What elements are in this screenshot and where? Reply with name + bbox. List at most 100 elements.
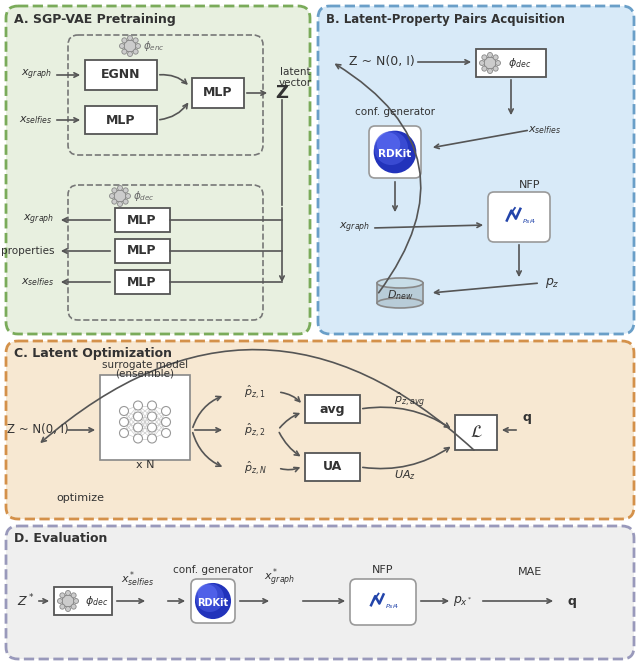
FancyBboxPatch shape (85, 60, 157, 90)
Text: MLP: MLP (106, 113, 136, 127)
Text: vector: vector (278, 78, 312, 88)
Text: NFP: NFP (372, 565, 394, 575)
Circle shape (147, 401, 157, 410)
Circle shape (124, 40, 136, 52)
Circle shape (482, 66, 487, 71)
Text: q: q (523, 412, 531, 424)
Text: RDKit: RDKit (197, 598, 228, 608)
FancyBboxPatch shape (100, 375, 190, 460)
Text: $\hat{p}_{z,N}$: $\hat{p}_{z,N}$ (244, 460, 266, 477)
Text: $UA_z$: $UA_z$ (394, 468, 416, 482)
Circle shape (195, 583, 231, 619)
Circle shape (109, 193, 115, 199)
Text: $\phi_{enc}$: $\phi_{enc}$ (143, 39, 165, 53)
Text: $p_z$: $p_z$ (545, 276, 560, 290)
Circle shape (493, 66, 498, 71)
Text: latent: latent (280, 67, 310, 77)
Text: B. Latent-Property Pairs Acquisition: B. Latent-Property Pairs Acquisition (326, 13, 565, 27)
FancyBboxPatch shape (6, 526, 634, 659)
Text: (ensemble): (ensemble) (115, 369, 175, 379)
Circle shape (161, 428, 170, 438)
Text: conf. generator: conf. generator (173, 565, 253, 575)
Text: $\hat{p}_{z,1}$: $\hat{p}_{z,1}$ (244, 384, 266, 401)
Text: $D_{new}$: $D_{new}$ (387, 288, 413, 302)
Circle shape (60, 593, 65, 598)
FancyBboxPatch shape (115, 270, 170, 294)
Text: Z: Z (276, 84, 289, 102)
Text: $x^*_{selfies}$: $x^*_{selfies}$ (121, 570, 155, 589)
Circle shape (60, 604, 65, 609)
Text: $p_{x^*}$: $p_{x^*}$ (453, 594, 473, 608)
Bar (377, 283, 423, 303)
Circle shape (118, 201, 122, 207)
Circle shape (65, 590, 70, 596)
Text: $_{Psi4}$: $_{Psi4}$ (385, 602, 400, 610)
Circle shape (488, 69, 493, 73)
FancyBboxPatch shape (68, 35, 263, 155)
Circle shape (374, 131, 408, 165)
Circle shape (161, 418, 170, 426)
Circle shape (195, 584, 224, 612)
Circle shape (65, 606, 70, 612)
Circle shape (134, 412, 143, 421)
Circle shape (133, 49, 138, 54)
Circle shape (122, 49, 127, 54)
Text: $\phi_{dec}$: $\phi_{dec}$ (133, 189, 155, 203)
FancyBboxPatch shape (369, 126, 421, 178)
Circle shape (112, 199, 117, 204)
Circle shape (118, 185, 122, 191)
Circle shape (123, 188, 128, 193)
Text: $\phi_{dec}$: $\phi_{dec}$ (85, 594, 108, 608)
Text: EGNN: EGNN (101, 69, 141, 81)
Text: $x_{selfies}$: $x_{selfies}$ (20, 276, 54, 288)
Text: $x^*_{graph}$: $x^*_{graph}$ (264, 567, 296, 589)
Circle shape (123, 199, 128, 204)
Text: q: q (568, 594, 577, 608)
FancyBboxPatch shape (318, 6, 634, 334)
FancyBboxPatch shape (115, 239, 170, 263)
Text: MLP: MLP (127, 245, 157, 257)
Circle shape (114, 190, 126, 202)
Circle shape (147, 423, 157, 432)
Text: C. Latent Optimization: C. Latent Optimization (14, 348, 172, 360)
Text: $\mathcal{L}$: $\mathcal{L}$ (470, 423, 483, 441)
Circle shape (495, 61, 500, 65)
Circle shape (136, 43, 141, 49)
Text: conf. generator: conf. generator (355, 107, 435, 117)
Circle shape (125, 193, 131, 199)
Text: MLP: MLP (127, 275, 157, 289)
Text: MLP: MLP (204, 87, 233, 99)
Circle shape (134, 434, 143, 443)
Text: MAE: MAE (518, 567, 542, 577)
FancyBboxPatch shape (6, 341, 634, 519)
Circle shape (198, 584, 218, 604)
Circle shape (71, 604, 76, 609)
Circle shape (120, 406, 129, 416)
Text: $x_{selfies}$: $x_{selfies}$ (528, 124, 562, 136)
Circle shape (493, 55, 498, 60)
Text: $\phi_{dec}$: $\phi_{dec}$ (508, 56, 531, 70)
Circle shape (112, 188, 117, 193)
Circle shape (161, 406, 170, 416)
Circle shape (122, 38, 127, 43)
FancyBboxPatch shape (191, 579, 235, 623)
FancyBboxPatch shape (350, 579, 416, 625)
Circle shape (377, 133, 400, 156)
Text: $_{Psi4}$: $_{Psi4}$ (522, 217, 537, 226)
Circle shape (488, 53, 493, 57)
Text: avg: avg (319, 402, 345, 416)
FancyBboxPatch shape (54, 587, 112, 615)
Circle shape (133, 38, 138, 43)
FancyBboxPatch shape (85, 106, 157, 134)
Circle shape (127, 51, 132, 57)
Ellipse shape (377, 278, 423, 288)
FancyBboxPatch shape (6, 6, 310, 334)
Text: A. SGP-VAE Pretraining: A. SGP-VAE Pretraining (14, 13, 176, 27)
Circle shape (134, 401, 143, 410)
Circle shape (74, 598, 79, 604)
Text: RDKit: RDKit (378, 149, 412, 159)
FancyBboxPatch shape (476, 49, 546, 77)
FancyBboxPatch shape (192, 78, 244, 108)
FancyBboxPatch shape (488, 192, 550, 242)
Text: $x_{graph}$: $x_{graph}$ (339, 221, 370, 235)
